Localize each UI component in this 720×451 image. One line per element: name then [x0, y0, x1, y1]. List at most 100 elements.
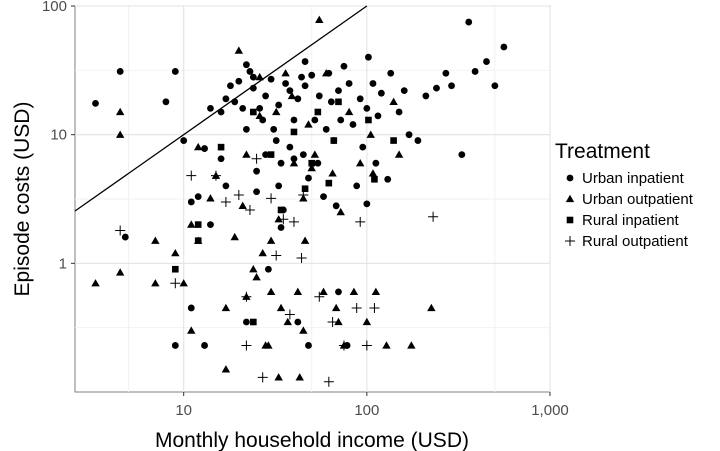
data-point-urban-inpatient — [222, 95, 230, 103]
data-point-urban-outpatient — [349, 287, 359, 296]
data-point-rural-outpatient — [369, 302, 380, 313]
data-point-urban-inpatient — [322, 125, 330, 133]
data-point-rural-outpatient — [298, 189, 309, 200]
data-point-urban-inpatient — [500, 43, 508, 51]
data-point-urban-outpatient — [368, 169, 378, 177]
data-point-urban-inpatient — [465, 18, 473, 26]
data-point-rural-outpatient — [244, 204, 255, 215]
data-point-urban-inpatient — [264, 265, 272, 273]
data-point-urban-outpatient — [274, 215, 283, 223]
data-point-rural-inpatient — [194, 237, 202, 244]
data-point-rural-outpatient — [278, 214, 289, 225]
data-point-urban-outpatient — [328, 169, 337, 177]
data-point-urban-inpatient — [249, 73, 257, 81]
x-tick-label: 10 — [175, 402, 192, 419]
data-point-urban-outpatient — [151, 279, 160, 287]
data-point-urban-outpatient — [281, 69, 290, 77]
y-tick-label: 100 — [42, 0, 67, 15]
data-point-urban-inpatient — [395, 108, 403, 116]
y-tick-label: 10 — [50, 127, 67, 144]
data-point-urban-inpatient — [377, 89, 385, 97]
data-point-urban-inpatient — [414, 137, 422, 144]
data-point-urban-outpatient — [310, 150, 320, 158]
data-point-urban-inpatient — [171, 68, 179, 75]
data-point-urban-outpatient — [293, 287, 303, 296]
legend-entries: Urban inpatient Urban outpatient Rural inp… — [565, 170, 694, 250]
data-point-urban-outpatient — [319, 287, 328, 296]
data-point-urban-outpatient — [315, 15, 324, 24]
data-point-urban-inpatient — [374, 112, 382, 120]
data-point-urban-outpatient — [266, 236, 276, 244]
data-point-urban-outpatient — [287, 91, 297, 100]
data-point-urban-inpatient — [286, 87, 294, 95]
data-point-rural-outpatient — [170, 278, 181, 289]
data-point-urban-inpatient — [356, 95, 364, 103]
data-point-urban-inpatient — [298, 73, 305, 81]
data-point-urban-inpatient — [217, 155, 225, 163]
data-point-urban-inpatient — [282, 80, 289, 87]
data-point-rural-inpatient — [250, 108, 257, 116]
data-point-urban-inpatient — [272, 137, 280, 144]
data-point-urban-inpatient — [194, 193, 202, 201]
data-point-urban-inpatient — [400, 87, 408, 95]
data-point-urban-inpatient — [405, 131, 413, 139]
data-point-urban-inpatient — [384, 175, 392, 183]
data-point-urban-outpatient — [336, 207, 345, 216]
data-point-urban-outpatient — [230, 232, 239, 241]
data-point-urban-inpatient — [201, 342, 208, 349]
data-point-rural-outpatient — [115, 225, 126, 236]
legend-label: Rural inpatient — [582, 212, 680, 229]
data-point-urban-inpatient — [311, 116, 319, 124]
data-point-urban-inpatient — [294, 95, 302, 103]
data-point-urban-inpatient — [243, 318, 250, 326]
data-point-urban-inpatient — [315, 92, 323, 100]
data-point-urban-inpatient — [290, 155, 298, 163]
data-point-urban-inpatient — [277, 224, 285, 231]
legend-label: Rural outpatient — [582, 233, 689, 250]
data-point-urban-outpatient — [407, 341, 416, 349]
grid-minor — [75, 6, 550, 392]
data-point-urban-outpatient — [115, 107, 125, 116]
data-point-rural-inpatient — [301, 185, 309, 193]
data-point-rural-inpatient — [390, 137, 397, 144]
x-tick-label: 1,000 — [531, 402, 569, 419]
data-point-urban-inpatient — [275, 101, 283, 109]
data-point-urban-inpatient — [243, 125, 250, 133]
data-point-urban-inpatient — [121, 233, 129, 241]
data-point-urban-inpatient — [363, 105, 371, 112]
data-point-urban-inpatient — [207, 105, 214, 112]
data-point-urban-inpatient — [227, 82, 234, 90]
data-point-rural-outpatient — [241, 340, 252, 351]
data-point-urban-outpatient — [272, 107, 281, 116]
data-point-urban-inpatient — [349, 121, 357, 128]
data-point-urban-inpatient — [267, 75, 275, 83]
plot-area — [74, 5, 551, 393]
data-point-urban-inpatient — [294, 318, 302, 326]
data-point-urban-outpatient — [179, 279, 188, 287]
data-point-urban-inpatient — [301, 58, 309, 65]
data-point-urban-inpatient — [207, 221, 214, 229]
legend-label: Urban outpatient — [582, 191, 694, 208]
data-point-rural-outpatient — [338, 340, 349, 351]
data-point-rural-inpatient — [194, 221, 202, 228]
data-point-rural-inpatient — [290, 128, 298, 136]
data-point-rural-outpatient — [251, 153, 262, 164]
x-axis-title: Monthly household income (USD) — [155, 429, 469, 451]
data-point-urban-inpatient — [301, 82, 309, 90]
data-point-rural-inpatient — [330, 137, 338, 144]
data-point-urban-inpatient — [433, 84, 440, 92]
data-point-urban-inpatient — [335, 87, 342, 95]
data-point-urban-inpatient — [491, 82, 499, 90]
data-point-urban-inpatient — [305, 174, 312, 182]
data-point-urban-outpatient — [334, 317, 343, 326]
data-point-urban-outpatient — [264, 341, 273, 349]
data-point-urban-outpatient — [366, 130, 375, 138]
data-point-urban-outpatient — [115, 268, 125, 276]
data-point-urban-inpatient — [327, 98, 335, 106]
data-point-rural-outpatient — [266, 193, 277, 204]
data-point-urban-outpatient — [221, 303, 231, 312]
data-point-urban-outpatient — [249, 265, 258, 273]
data-point-urban-inpatient — [365, 53, 372, 61]
data-point-urban-inpatient — [448, 82, 455, 90]
data-point-rural-inpatient — [371, 175, 378, 183]
